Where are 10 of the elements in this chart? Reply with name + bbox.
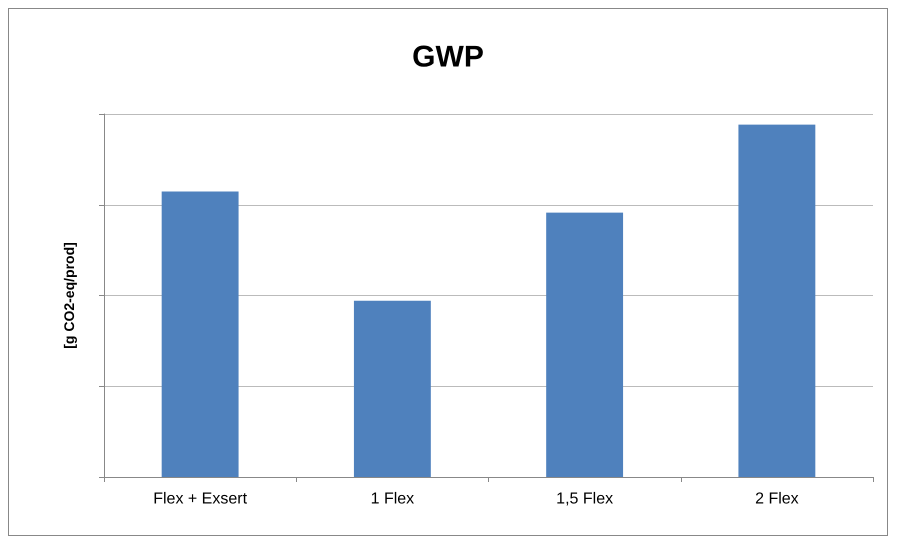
y-axis-title: [g CO2-eq/prod] bbox=[61, 242, 77, 349]
x-tick-label: 1 Flex bbox=[370, 490, 414, 508]
chart-title: GWP bbox=[412, 40, 484, 74]
bar bbox=[162, 192, 239, 477]
bar bbox=[546, 212, 624, 477]
bar bbox=[738, 124, 816, 477]
bar bbox=[354, 300, 431, 477]
x-tick-label: 2 Flex bbox=[755, 490, 799, 508]
x-tick-label: 1,5 Flex bbox=[556, 490, 614, 508]
x-tick-label: Flex + Exsert bbox=[153, 490, 248, 508]
